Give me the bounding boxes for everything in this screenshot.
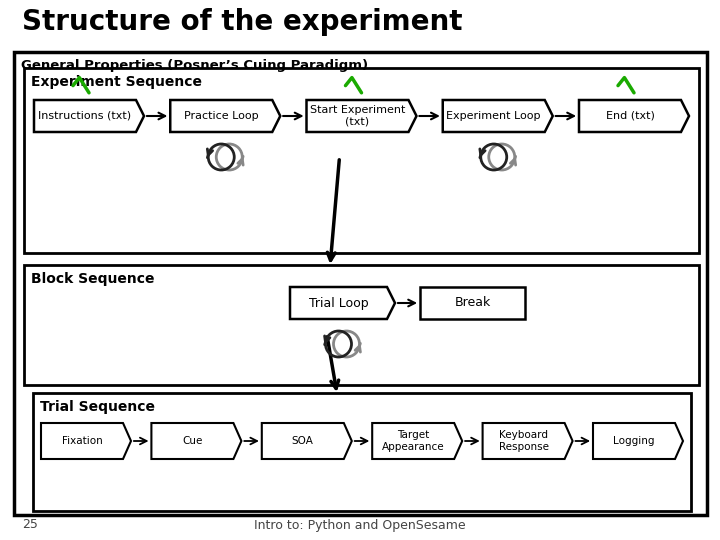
Text: Trial Loop: Trial Loop [309,296,369,309]
Polygon shape [170,100,280,132]
Text: Block Sequence: Block Sequence [31,272,155,286]
Polygon shape [41,423,131,459]
Polygon shape [262,423,352,459]
Polygon shape [34,100,144,132]
Bar [420,287,525,319]
Polygon shape [307,100,416,132]
Text: Logging: Logging [613,436,654,446]
Text: Start Experiment
(txt): Start Experiment (txt) [310,105,405,127]
Polygon shape [372,423,462,459]
Text: Intro to: Python and OpenSesame: Intro to: Python and OpenSesame [254,518,466,531]
Text: Practice Loop: Practice Loop [184,111,258,121]
Text: Keyboard
Response: Keyboard Response [498,430,549,452]
Polygon shape [151,423,241,459]
Text: Cue: Cue [182,436,202,446]
Bar [14,52,707,515]
Polygon shape [443,100,553,132]
Text: 25: 25 [22,518,38,531]
Text: General Properties (Posner’s Cuing Paradigm): General Properties (Posner’s Cuing Parad… [21,59,368,72]
Text: Fixation: Fixation [62,436,102,446]
Polygon shape [593,423,683,459]
Polygon shape [482,423,572,459]
Text: Break: Break [454,296,490,309]
Text: Experiment Loop: Experiment Loop [446,111,541,121]
Text: Target
Appearance: Target Appearance [382,430,444,452]
Text: Trial Sequence: Trial Sequence [40,400,155,414]
Text: Instructions (txt): Instructions (txt) [38,111,132,121]
Bar [24,68,699,253]
Text: Experiment Sequence: Experiment Sequence [31,75,202,89]
Polygon shape [290,287,395,319]
Text: Structure of the experiment: Structure of the experiment [22,8,462,36]
Text: End (txt): End (txt) [606,111,654,121]
Text: SOA: SOA [292,436,314,446]
Bar [33,393,691,511]
Bar [24,265,699,385]
Polygon shape [579,100,689,132]
